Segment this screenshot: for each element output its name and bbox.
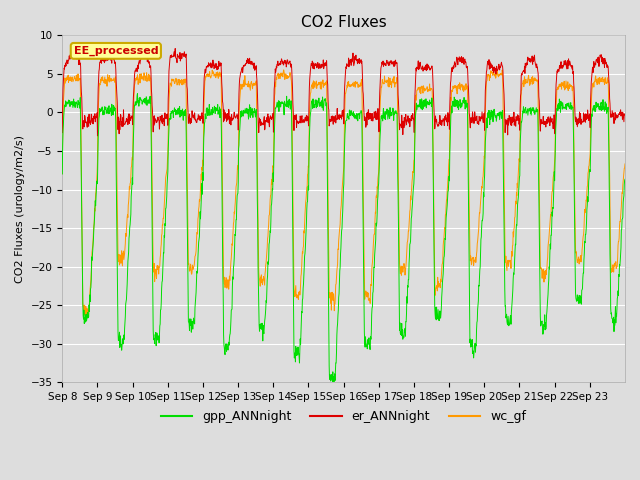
gpp_ANNnight [477, 237, 484, 242]
wc_gf [319, 81, 326, 86]
gpp_ANNnight [147, 94, 154, 99]
er_ANNnight [147, 63, 154, 69]
er_ANNnight [319, 63, 327, 69]
wc_gf [147, 75, 154, 81]
gpp_ANNnight [621, 176, 629, 182]
Title: CO2 Fluxes: CO2 Fluxes [301, 15, 387, 30]
Text: EE_processed: EE_processed [74, 46, 158, 56]
wc_gf [83, 316, 90, 322]
Y-axis label: CO2 Fluxes (urology/m2/s): CO2 Fluxes (urology/m2/s) [15, 135, 25, 283]
wc_gf [621, 161, 629, 167]
er_ANNnight [559, 63, 567, 69]
er_ANNnight [621, 112, 629, 118]
er_ANNnight [477, 114, 484, 120]
er_ANNnight [330, 117, 337, 122]
wc_gf [58, 171, 66, 177]
Line: gpp_ANNnight: gpp_ANNnight [62, 94, 625, 382]
gpp_ANNnight [614, 292, 622, 298]
er_ANNnight [58, 130, 66, 135]
wc_gf [490, 66, 497, 72]
wc_gf [330, 298, 337, 303]
gpp_ANNnight [134, 91, 141, 96]
gpp_ANNnight [58, 171, 66, 177]
wc_gf [477, 199, 484, 205]
er_ANNnight [172, 46, 179, 51]
gpp_ANNnight [330, 379, 338, 385]
gpp_ANNnight [559, 105, 567, 111]
wc_gf [614, 239, 622, 244]
er_ANNnight [93, 133, 101, 139]
gpp_ANNnight [330, 379, 337, 385]
Line: wc_gf: wc_gf [62, 69, 625, 319]
wc_gf [559, 82, 567, 88]
Line: er_ANNnight: er_ANNnight [62, 48, 625, 136]
Legend: gpp_ANNnight, er_ANNnight, wc_gf: gpp_ANNnight, er_ANNnight, wc_gf [156, 405, 531, 428]
er_ANNnight [614, 112, 622, 118]
gpp_ANNnight [319, 94, 326, 100]
